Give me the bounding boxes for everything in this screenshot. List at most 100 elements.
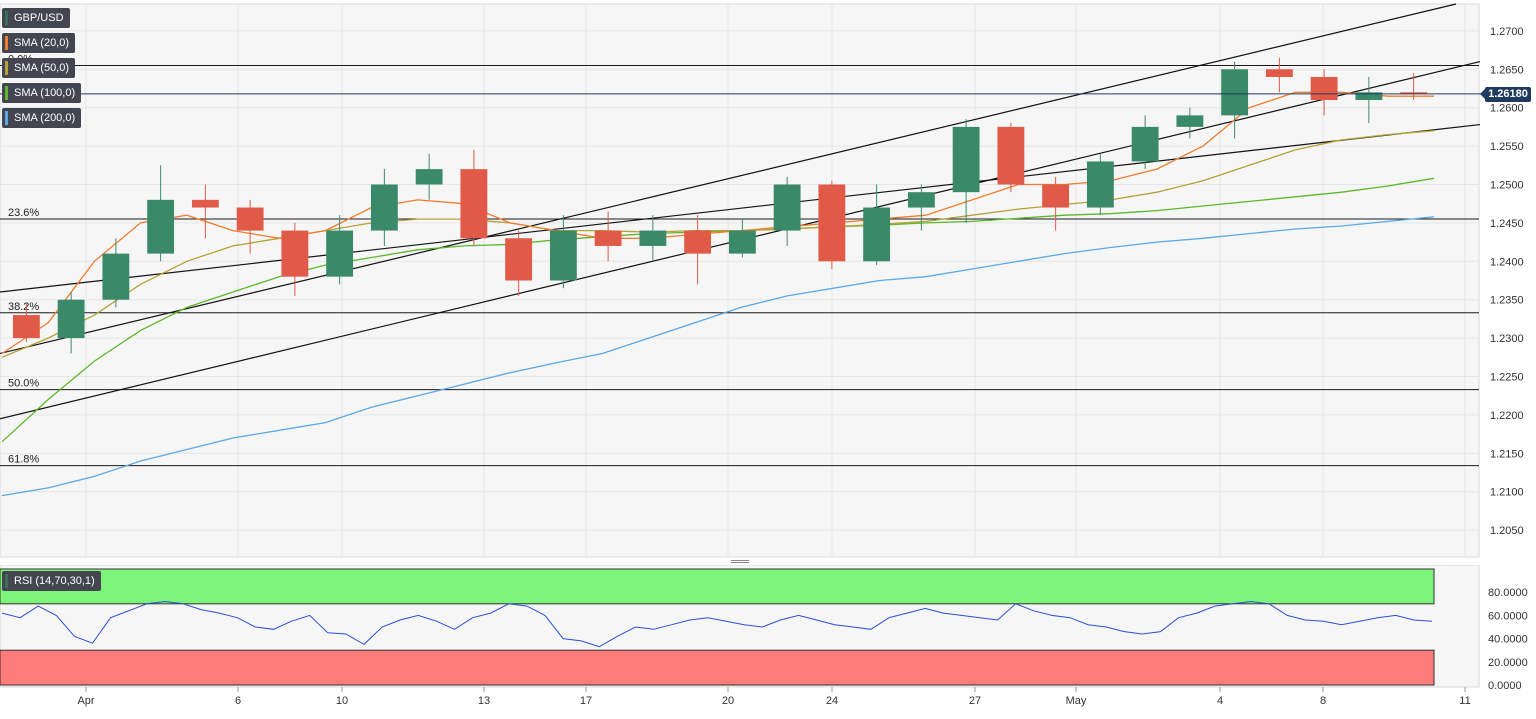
moving-averages xyxy=(1,91,1435,497)
price-tick-label: 1.2600 xyxy=(1490,103,1524,115)
rsi-axis[interactable]: 0.0000 20.0000 40.0000 60.0000 80.0000 xyxy=(1488,587,1528,692)
legend-rsi[interactable]: RSI (14,70,30,1) xyxy=(2,571,101,591)
price-tick-label: 1.2450 xyxy=(1490,218,1524,230)
legend-sma-200-label: SMA (200,0) xyxy=(14,112,76,124)
sma-50-swatch xyxy=(5,61,8,75)
fib-label: 61.8% xyxy=(8,454,39,466)
candle-body xyxy=(57,299,85,339)
fib-label: 38.2% xyxy=(8,301,39,313)
channel-line xyxy=(0,3,1457,355)
indicator-legend: GBP/USD SMA (20,0) SMA (50,0) SMA (100,0… xyxy=(2,8,82,133)
price-tick-label: 1.2650 xyxy=(1490,64,1524,76)
price-tick-label: 1.2300 xyxy=(1490,333,1524,345)
price-tick-label: 1.2150 xyxy=(1490,448,1524,460)
candle-body xyxy=(147,199,175,254)
date-tick-label: 24 xyxy=(826,695,838,707)
price-axis[interactable]: 1.2050 1.2100 1.2150 1.2200 1.2250 1.2300 1.23… xyxy=(1490,26,1524,537)
price-tick-label: 1.2050 xyxy=(1490,525,1524,537)
instrument-swatch xyxy=(5,11,8,25)
candle-body xyxy=(594,230,622,246)
sma-20-swatch xyxy=(5,36,8,50)
price-chart: 0.0%23.6%38.2%50.0%61.8% 1.20501.21001.2… xyxy=(0,3,1524,558)
rsi-chart: 0.0000 20.0000 40.0000 60.0000 80.0000 Apr 6 1… xyxy=(0,565,1528,707)
legend-sma-100-label: SMA (100,0) xyxy=(14,87,76,99)
date-tick-label: Apr xyxy=(77,695,94,707)
candle-body xyxy=(370,184,398,231)
candle-body xyxy=(281,230,309,277)
rsi-legend: RSI (14,70,30,1) xyxy=(2,571,101,596)
candle-body xyxy=(997,126,1025,185)
candle-body xyxy=(326,230,354,277)
rsi-tick-label: 0.0000 xyxy=(1488,680,1522,692)
candle-body xyxy=(1221,69,1249,116)
rsi-zones xyxy=(0,568,1435,686)
candle-body xyxy=(191,199,219,208)
date-tick-label: May xyxy=(1066,695,1087,707)
legend-sma-100[interactable]: SMA (100,0) xyxy=(2,83,82,103)
sma-100-swatch xyxy=(5,86,8,100)
candle-body xyxy=(460,169,488,239)
candle-body xyxy=(549,230,577,281)
candle-body xyxy=(684,230,712,254)
legend-sma-200[interactable]: SMA (200,0) xyxy=(2,108,82,128)
legend-sma-50-label: SMA (50,0) xyxy=(14,62,70,74)
fib-label: 23.6% xyxy=(8,207,39,219)
candle-body xyxy=(639,230,667,246)
legend-rsi-label: RSI (14,70,30,1) xyxy=(14,575,95,587)
price-tick-label: 1.2100 xyxy=(1490,487,1524,499)
candle-body xyxy=(728,230,756,254)
price-chart-background xyxy=(0,3,1480,558)
price-tick-label: 1.2250 xyxy=(1490,372,1524,384)
candle-body xyxy=(102,253,130,300)
price-tick-label: 1.2500 xyxy=(1490,179,1524,191)
candle-body xyxy=(1400,92,1428,94)
rsi-swatch xyxy=(5,574,8,588)
candle-body xyxy=(773,184,801,231)
date-tick-label: 13 xyxy=(478,695,490,707)
candlesticks xyxy=(12,57,1428,354)
date-tick-label: 11 xyxy=(1459,695,1470,707)
date-tick-label: 10 xyxy=(336,695,348,707)
date-axis[interactable]: Apr 6 10 13 17 20 24 27 May 4 8 11 xyxy=(77,687,1471,707)
date-tick-label: 8 xyxy=(1320,695,1326,707)
candle-body xyxy=(12,315,40,339)
candle-body xyxy=(415,169,443,185)
candle-body xyxy=(1265,69,1293,77)
legend-instrument-label: GBP/USD xyxy=(14,12,64,24)
candle-body xyxy=(863,207,891,262)
channel-line xyxy=(0,123,1481,293)
price-tick-label: 1.2400 xyxy=(1490,256,1524,268)
rsi-tick-label: 60.0000 xyxy=(1488,610,1528,622)
price-tick-label: 1.2700 xyxy=(1490,26,1524,38)
candle-body xyxy=(907,192,935,208)
legend-instrument[interactable]: GBP/USD xyxy=(2,8,70,28)
rsi-tick-label: 20.0000 xyxy=(1488,657,1528,669)
candle-body xyxy=(1310,76,1338,101)
legend-sma-20-label: SMA (20,0) xyxy=(14,37,70,49)
rsi-series-line xyxy=(1,600,1433,648)
candle-body xyxy=(1176,115,1204,127)
date-tick-label: 20 xyxy=(722,695,734,707)
candle-body xyxy=(236,207,264,231)
legend-sma-50[interactable]: SMA (50,0) xyxy=(2,58,76,78)
legend-sma-20[interactable]: SMA (20,0) xyxy=(2,33,76,53)
price-tick-label: 1.2550 xyxy=(1490,141,1524,153)
sma-200-swatch xyxy=(5,111,8,125)
candle-body xyxy=(1131,126,1159,162)
price-tick-label: 1.2350 xyxy=(1490,295,1524,307)
sma-200-line xyxy=(1,216,1435,497)
rsi-oversold-zone xyxy=(0,649,1435,686)
rsi-tick-label: 40.0000 xyxy=(1488,634,1528,646)
rsi-tick-label: 80.0000 xyxy=(1488,587,1528,599)
candle-body xyxy=(818,184,846,262)
date-tick-label: 17 xyxy=(580,695,592,707)
candle-body xyxy=(1042,184,1070,208)
price-tick-label: 1.2200 xyxy=(1490,410,1524,422)
date-tick-label: 27 xyxy=(969,695,981,707)
date-tick-label: 4 xyxy=(1217,695,1223,707)
last-price-tag: 1.26180 xyxy=(1480,87,1531,102)
rsi-line xyxy=(1,600,1433,648)
fib-label: 50.0% xyxy=(8,378,39,390)
sma-20-line xyxy=(1,91,1434,355)
date-tick-label: 6 xyxy=(235,695,241,707)
